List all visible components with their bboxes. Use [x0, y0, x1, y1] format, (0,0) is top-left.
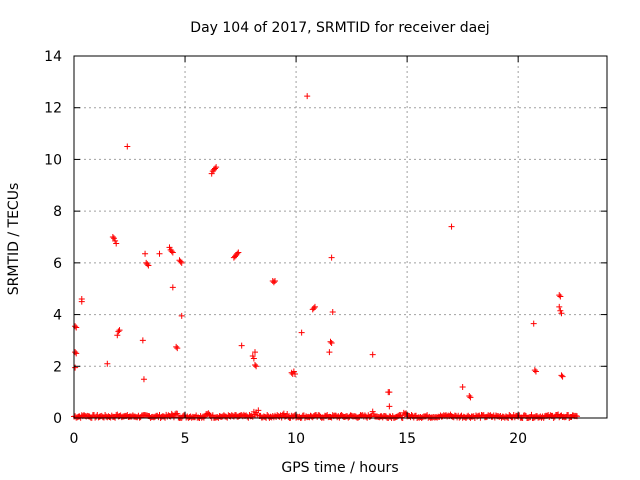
- data-point: [169, 249, 176, 256]
- data-point: [250, 355, 257, 362]
- data-point: [206, 411, 213, 418]
- data-point: [213, 164, 220, 171]
- plot-border: [73, 55, 608, 419]
- data-point: [298, 329, 305, 336]
- data-point: [104, 360, 111, 367]
- data-point: [174, 410, 181, 417]
- data-point: [310, 305, 317, 312]
- grid: [74, 56, 607, 418]
- y-tick-label: 8: [53, 204, 62, 220]
- data-point: [558, 372, 565, 379]
- data-point: [558, 310, 565, 317]
- y-tick-label: 0: [53, 411, 62, 427]
- data-point: [139, 337, 146, 344]
- data-point: [116, 327, 123, 334]
- data-point: [530, 320, 537, 327]
- data-point: [290, 368, 297, 375]
- y-tick-label: 14: [44, 49, 62, 65]
- data-point: [251, 361, 258, 368]
- data-point: [466, 393, 473, 400]
- data-point: [556, 303, 563, 310]
- data-point: [72, 364, 79, 371]
- x-tick-label: 15: [398, 431, 416, 447]
- data-point: [234, 250, 241, 257]
- data-point: [178, 259, 185, 266]
- data-point: [557, 293, 564, 300]
- data-point: [369, 351, 376, 358]
- data-point: [109, 234, 116, 240]
- data-point: [328, 340, 335, 347]
- data-point: [329, 308, 336, 315]
- data-point: [78, 298, 85, 305]
- y-tick-label: 12: [44, 101, 62, 117]
- data-point: [559, 373, 566, 380]
- data-point: [156, 250, 163, 257]
- data-point: [528, 411, 535, 418]
- data-point: [110, 235, 117, 242]
- y-tick-label: 2: [53, 359, 62, 375]
- data-point: [291, 371, 298, 378]
- data-point: [235, 249, 242, 256]
- data-point: [72, 349, 79, 356]
- x-tick-label: 20: [509, 431, 527, 447]
- axis-ticks: 0 5 10 15 20 0 2 4 6 8 10 12 14: [44, 49, 607, 447]
- data-point: [386, 403, 393, 410]
- data-point: [284, 411, 291, 418]
- data-point: [144, 261, 151, 268]
- data-point: [398, 414, 405, 421]
- data-point: [270, 279, 277, 286]
- data-point: [556, 292, 563, 299]
- data-point: [304, 93, 311, 100]
- data-point: [459, 383, 466, 390]
- data-point: [249, 352, 256, 359]
- data-point: [311, 303, 318, 310]
- data-point: [448, 223, 455, 230]
- data-point: [178, 312, 185, 319]
- data-point: [251, 349, 258, 356]
- y-axis-label: SRMTID / TECUs: [6, 183, 22, 296]
- y-tick-label: 6: [53, 256, 62, 272]
- data-point: [557, 307, 564, 314]
- data-point: [327, 338, 334, 345]
- data-point: [173, 343, 180, 350]
- x-tick-label: 5: [181, 431, 190, 447]
- x-tick-label: 10: [287, 431, 305, 447]
- y-tick-label: 4: [53, 308, 62, 324]
- data-point: [169, 284, 176, 291]
- data-point: [238, 342, 245, 349]
- data-point: [124, 143, 131, 150]
- data-point: [166, 244, 173, 251]
- data-point: [112, 237, 119, 244]
- data-point: [140, 376, 147, 383]
- data-point: [531, 367, 538, 374]
- data-point: [113, 240, 120, 247]
- data-point: [532, 368, 539, 375]
- data-point: [386, 389, 393, 396]
- data-point: [168, 248, 175, 255]
- data-point: [212, 165, 219, 172]
- data-point: [177, 258, 184, 265]
- x-tick-label: 0: [70, 431, 79, 447]
- data-point: [72, 323, 79, 330]
- y-tick-label: 10: [44, 152, 62, 168]
- chart-title: Day 104 of 2017, SRMTID for receiver dae…: [190, 20, 489, 36]
- data-point: [326, 349, 333, 356]
- data-point: [467, 394, 474, 401]
- data-point: [115, 328, 122, 335]
- data-point: [174, 345, 181, 352]
- x-axis-label: GPS time / hours: [281, 460, 398, 476]
- data-point: [255, 407, 262, 414]
- data-point: [208, 170, 215, 177]
- data-point: [278, 414, 285, 421]
- data-point: [145, 262, 152, 269]
- data-point: [328, 254, 335, 261]
- data-point: [114, 332, 121, 339]
- data-point: [271, 277, 278, 284]
- data-point: [142, 250, 149, 257]
- data-point: [253, 363, 260, 370]
